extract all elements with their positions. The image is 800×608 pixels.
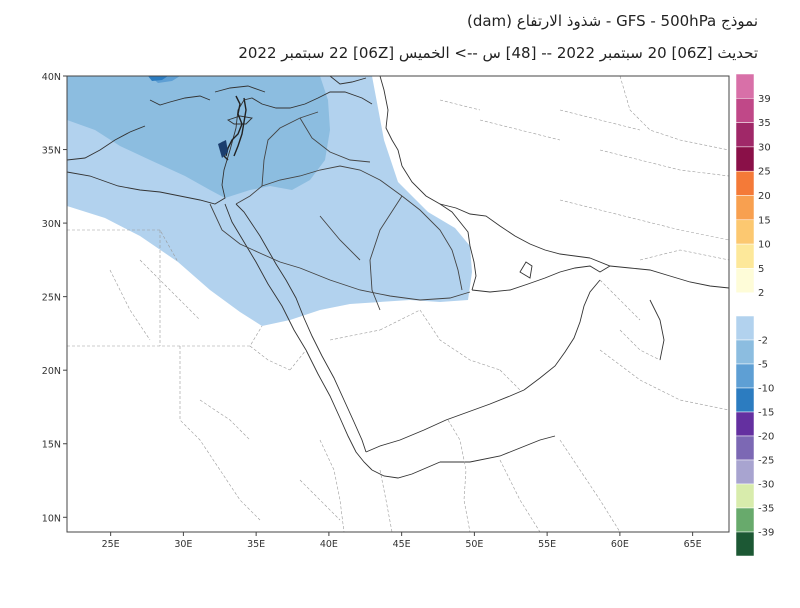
colorbar-positive-swatch xyxy=(735,268,755,293)
colorbar-negative-swatch xyxy=(735,507,755,533)
colorbar-positive-swatch xyxy=(735,122,755,148)
lon-tick-label: 25E xyxy=(102,539,120,550)
coastlines xyxy=(67,76,729,479)
colorbar-positive-label: 35 xyxy=(758,118,771,129)
lat-tick-label: 40N xyxy=(42,72,61,83)
colorbar-negative-swatch xyxy=(735,435,755,461)
lon-tick-label: 45E xyxy=(393,539,411,550)
colorbar-positive-label: 10 xyxy=(758,240,771,251)
major-borders xyxy=(209,111,471,311)
map-title: نموذج GFS - 500hPa - شذوذ الارتفاع (dam) xyxy=(466,12,758,30)
latitude-axis: 40N 35N 30N 25N 20N 15N 10N xyxy=(42,72,67,524)
map-subtitle: تحديث [06Z] 20 سبتمبر 2022 -- [48] س -->… xyxy=(238,44,758,62)
colorbar-negative-swatch xyxy=(735,315,755,341)
colorbar-positive-swatch xyxy=(735,170,755,196)
lat-tick-label: 10N xyxy=(42,513,61,524)
plot-frame xyxy=(66,75,730,533)
levant-lakes xyxy=(218,140,228,158)
colorbar-positive-swatch xyxy=(735,73,755,99)
lat-tick-label: 35N xyxy=(42,146,61,157)
colorbar-positive-swatch xyxy=(735,195,755,221)
colorbar-negative-label: -39 xyxy=(758,528,774,539)
lat-tick-label: 30N xyxy=(42,219,61,230)
colorbar-negative-label: -5 xyxy=(758,360,768,371)
lon-tick-label: 55E xyxy=(538,539,556,550)
colorbar-positive-label: 15 xyxy=(758,215,771,226)
colorbar-positive-swatch xyxy=(735,219,755,245)
colorbar-negative-label: -25 xyxy=(758,456,774,467)
longitude-axis: 25E 30E 35E 40E 45E 50E 55E 60E 65E xyxy=(102,532,702,550)
colorbar-negative-swatch xyxy=(735,387,755,413)
lon-tick-label: 35E xyxy=(247,539,265,550)
colorbar: 39 35 30 25 20 15 10 5 2 -2 -5 -10 -15 -20 -25 -30 -35 -3… xyxy=(735,73,774,557)
lat-tick-label: 15N xyxy=(42,440,61,451)
lon-tick-label: 40E xyxy=(320,539,338,550)
colorbar-positive-swatch xyxy=(735,146,755,172)
colorbar-negative-label: -10 xyxy=(758,384,774,395)
lat-tick-label: 25N xyxy=(42,293,61,304)
colorbar-negative-swatch xyxy=(735,363,755,389)
colorbar-negative-swatch xyxy=(735,483,755,509)
lon-tick-label: 50E xyxy=(465,539,483,550)
colorbar-positive-label: 20 xyxy=(758,191,771,202)
anomaly-contour-minus5 xyxy=(67,76,330,198)
country-borders xyxy=(67,76,729,532)
colorbar-positive-label: 5 xyxy=(758,264,764,275)
colorbar-negative-label: -15 xyxy=(758,408,774,419)
colorbar-negative-swatch xyxy=(735,339,755,365)
colorbar-negative-swatch xyxy=(735,459,755,485)
colorbar-negative-swatch xyxy=(735,531,755,557)
colorbar-positive-label: 30 xyxy=(758,142,771,153)
colorbar-negative-label: -20 xyxy=(758,432,774,443)
lon-tick-label: 60E xyxy=(611,539,629,550)
colorbar-negative-label: -30 xyxy=(758,480,774,491)
lon-tick-label: 65E xyxy=(684,539,702,550)
anomaly-contour-minus15 xyxy=(148,76,168,81)
colorbar-positive-label: 25 xyxy=(758,167,771,178)
colorbar-positive-label: 39 xyxy=(758,94,771,105)
lat-tick-label: 20N xyxy=(42,366,61,377)
colorbar-negative-label: -2 xyxy=(758,336,768,347)
colorbar-positive-label: 2 xyxy=(758,288,764,299)
colorbar-positive-swatch xyxy=(735,243,755,269)
colorbar-negative-label: -35 xyxy=(758,504,774,515)
lon-tick-label: 30E xyxy=(174,539,192,550)
colorbar-positive-swatch xyxy=(735,98,755,123)
colorbar-negative-swatch xyxy=(735,411,755,437)
